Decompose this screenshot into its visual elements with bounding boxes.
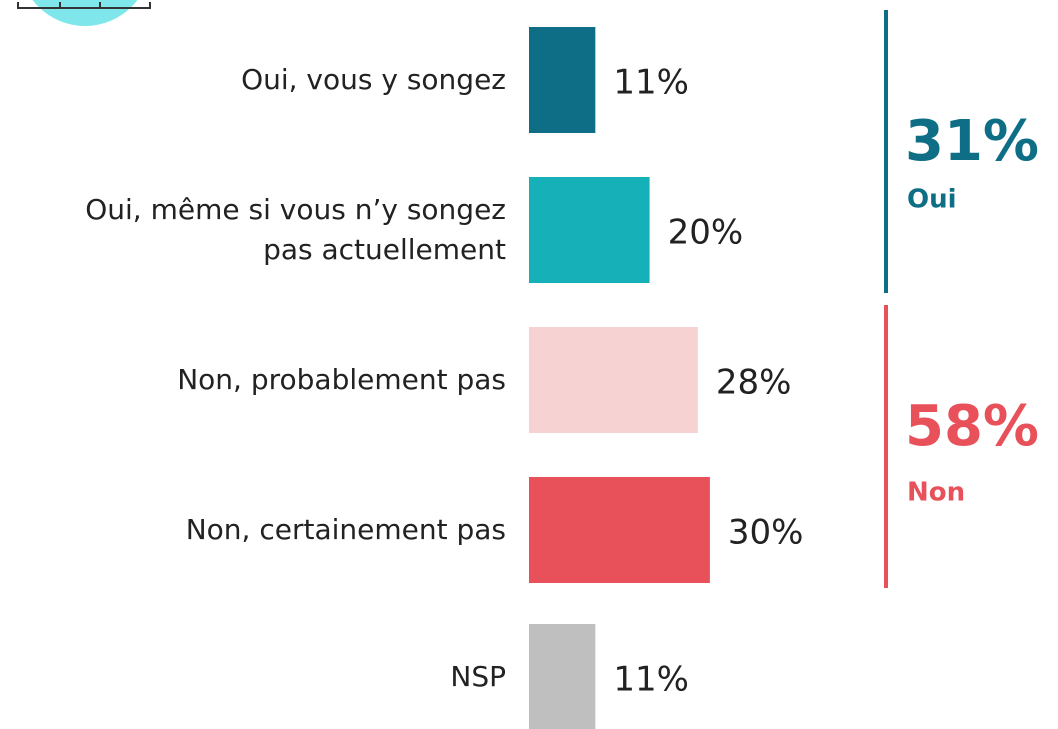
bar bbox=[529, 624, 596, 729]
value-label: 20% bbox=[668, 213, 744, 253]
bar bbox=[529, 27, 596, 133]
category-label: Oui, même si vous n’y songez pas actuell… bbox=[85, 193, 506, 266]
value-label: 11% bbox=[613, 660, 689, 700]
bar bbox=[529, 477, 710, 583]
category-label: Non, probablement pas bbox=[177, 363, 506, 396]
icon bbox=[32, 0, 138, 26]
value-label: 28% bbox=[716, 363, 792, 403]
category-label: Non, certainement pas bbox=[185, 513, 506, 546]
bar bbox=[529, 327, 698, 433]
category-label: NSP bbox=[450, 660, 506, 693]
value-label: 11% bbox=[613, 63, 689, 103]
value-label: 30% bbox=[728, 513, 804, 553]
category-label: Oui, vous y songez bbox=[241, 63, 506, 96]
group-name: Non bbox=[907, 478, 965, 508]
group-total: 58% bbox=[905, 394, 1039, 459]
bar bbox=[529, 177, 650, 283]
icon-outline bbox=[17, 2, 151, 9]
group-total: 31% bbox=[905, 109, 1039, 174]
group-name: Oui bbox=[907, 185, 957, 215]
